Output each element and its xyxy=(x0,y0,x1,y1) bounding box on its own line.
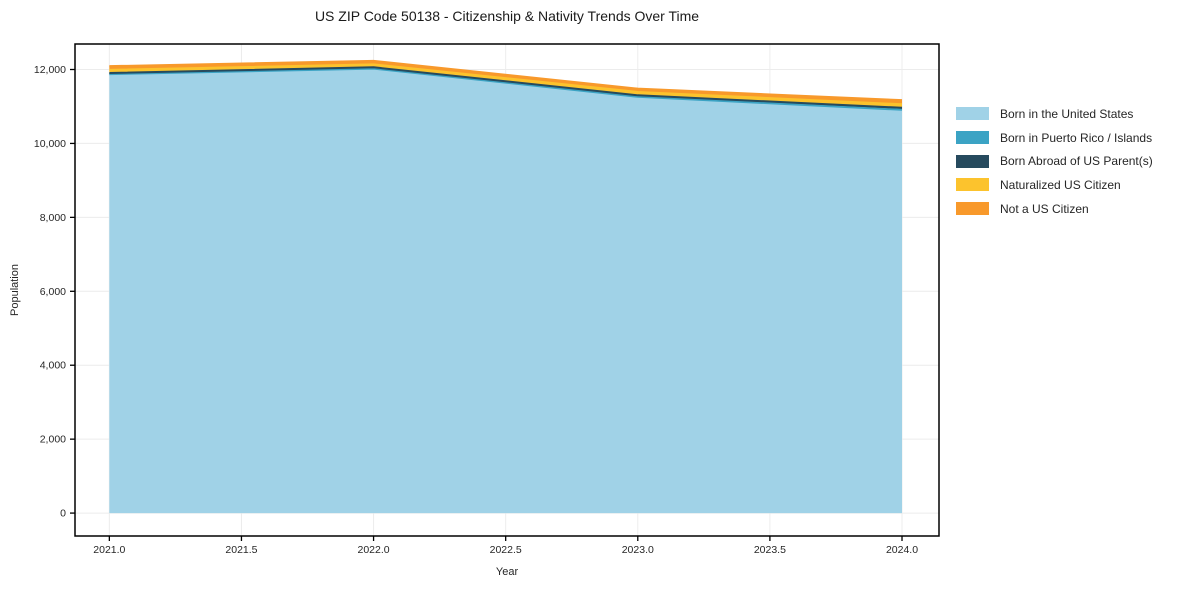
area-naturalized-us-citizen xyxy=(109,64,903,108)
y-tick-label: 10,000 xyxy=(34,138,66,150)
legend-item-not-a-us-citizen[interactable]: Not a US Citizen xyxy=(956,197,1153,221)
y-axis-title: Population xyxy=(9,264,21,316)
y-tick-label: 12,000 xyxy=(34,64,66,76)
edge-not-a-us-citizen xyxy=(109,59,903,102)
legend-swatch-icon xyxy=(956,107,989,121)
x-axis-title: Year xyxy=(495,566,519,578)
legend-swatch-icon xyxy=(956,178,989,192)
legend-item-naturalized-us-citizen[interactable]: Naturalized US Citizen xyxy=(956,173,1153,197)
edge-naturalized-us-citizen xyxy=(109,63,903,106)
legend-label: Born Abroad of US Parent(s) xyxy=(1000,154,1153,169)
legend: Born in the United States Born in Puerto … xyxy=(956,102,1153,220)
legend-swatch-icon xyxy=(956,131,989,145)
y-tick-label: 0 xyxy=(60,508,66,520)
x-tick-label: 2022.5 xyxy=(490,544,522,556)
x-tick-label: 2022.0 xyxy=(358,544,390,556)
legend-item-born-in-the-united-states[interactable]: Born in the United States xyxy=(956,102,1153,126)
x-tick-label: 2024.0 xyxy=(886,544,918,556)
y-tick-label: 8,000 xyxy=(40,212,66,224)
x-tick-label: 2023.5 xyxy=(754,544,786,556)
y-tick-label: 4,000 xyxy=(40,360,66,372)
legend-swatch-icon xyxy=(956,154,989,168)
legend-label: Naturalized US Citizen xyxy=(1000,177,1121,192)
legend-label: Born in the United States xyxy=(1000,106,1134,121)
area-born-in-the-united-states xyxy=(109,69,903,514)
area-not-a-us-citizen xyxy=(109,60,903,105)
edge-born-abroad-of-us-parent-s- xyxy=(109,66,903,109)
legend-label: Born in Puerto Rico / Islands xyxy=(1000,130,1153,145)
chart-title: US ZIP Code 50138 - Citizenship & Nativi… xyxy=(314,8,700,24)
plot-border xyxy=(74,43,940,537)
legend-label: Not a US Citizen xyxy=(1000,201,1089,216)
x-tick-label: 2023.0 xyxy=(622,544,654,556)
y-tick-label: 6,000 xyxy=(40,286,66,298)
x-tick-label: 2021.5 xyxy=(225,544,257,556)
legend-swatch-icon xyxy=(956,202,989,216)
y-tick-label: 2,000 xyxy=(40,434,66,446)
edge-born-in-puerto-rico-islands xyxy=(109,67,903,111)
legend-item-born-in-puerto-rico-islands[interactable]: Born in Puerto Rico / Islands xyxy=(956,126,1153,150)
x-tick-label: 2021.0 xyxy=(93,544,125,556)
legend-item-born-abroad-of-us-parent-s-[interactable]: Born Abroad of US Parent(s) xyxy=(956,149,1153,173)
